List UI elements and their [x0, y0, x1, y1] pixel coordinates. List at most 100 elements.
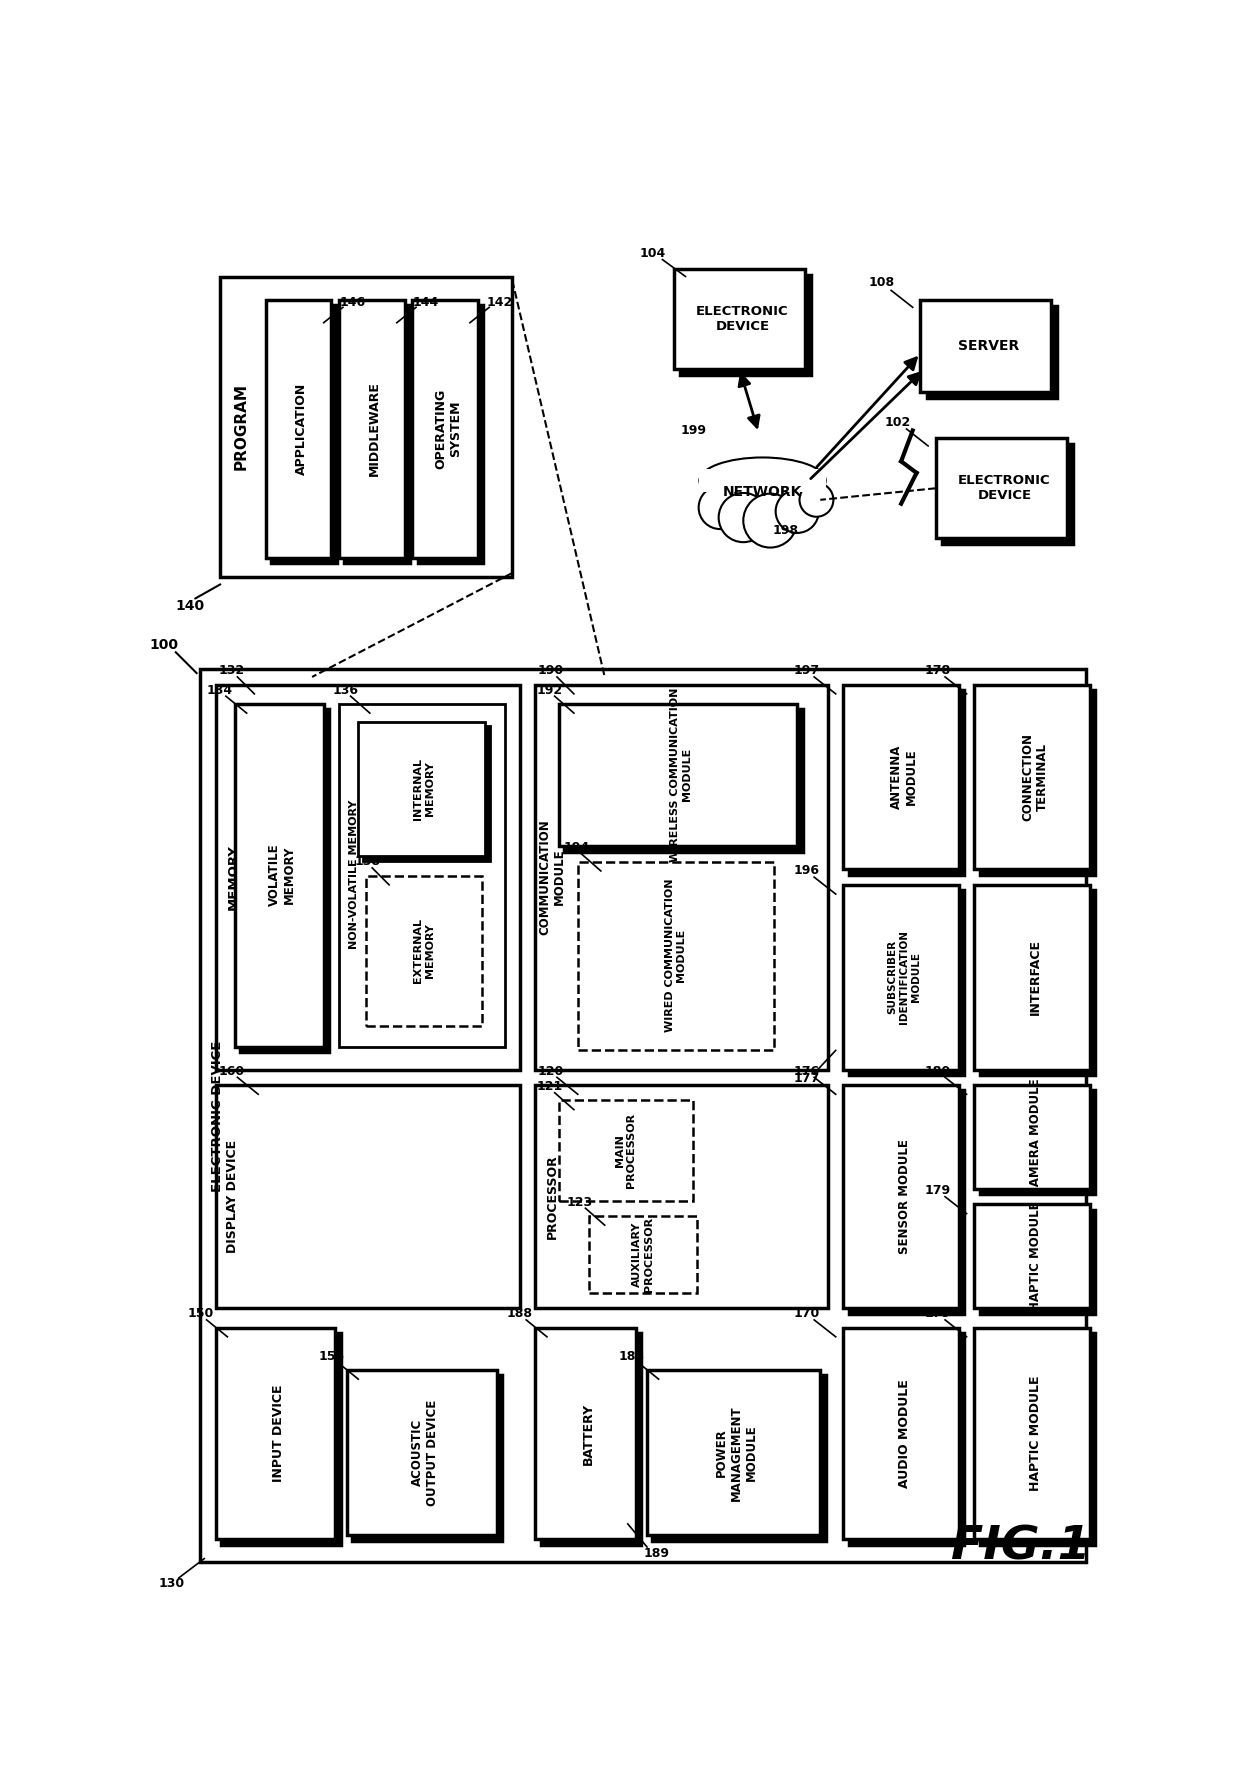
Text: PROGRAM: PROGRAM	[234, 383, 249, 471]
Bar	[221, 1333, 341, 1544]
Bar	[216, 1327, 335, 1538]
Bar	[536, 1327, 635, 1538]
Bar	[541, 1333, 641, 1544]
Text: 142: 142	[486, 296, 512, 310]
Text: 155: 155	[319, 1350, 345, 1363]
Bar	[347, 1370, 497, 1535]
Bar	[699, 469, 826, 493]
Text: 150: 150	[187, 1307, 213, 1320]
Circle shape	[800, 484, 833, 518]
Text: SUBSCRIBER
IDENTIFICATION
MODULE: SUBSCRIBER IDENTIFICATION MODULE	[888, 930, 921, 1024]
Bar	[647, 1370, 821, 1535]
Bar	[975, 684, 1090, 869]
Text: WIRELESS COMMUNICATION
MODULE: WIRELESS COMMUNICATION MODULE	[670, 688, 692, 861]
Text: 188: 188	[619, 1350, 645, 1363]
Bar	[241, 709, 329, 1051]
Bar	[843, 885, 959, 1069]
Bar	[920, 299, 1052, 392]
Text: VOLATILE
MEMORY: VOLATILE MEMORY	[268, 844, 296, 906]
Bar	[926, 306, 1058, 398]
Bar	[558, 704, 797, 847]
Bar	[980, 1333, 1095, 1544]
Bar	[843, 684, 959, 869]
Text: 140: 140	[176, 598, 205, 613]
Text: 100: 100	[149, 638, 179, 652]
Text: 102: 102	[884, 416, 910, 430]
Text: 176: 176	[794, 1064, 820, 1078]
Text: INTERFACE: INTERFACE	[1029, 938, 1042, 1015]
Text: HAPTIC MODULE: HAPTIC MODULE	[1029, 1202, 1042, 1311]
Text: CONNECTION
TERMINAL: CONNECTION TERMINAL	[1021, 733, 1049, 820]
Text: BATTERY: BATTERY	[582, 1402, 595, 1465]
Bar	[578, 861, 774, 1050]
Bar	[975, 885, 1090, 1069]
Text: INTERNAL
MEMORY: INTERNAL MEMORY	[413, 758, 434, 820]
Text: 108: 108	[869, 276, 895, 288]
Text: 120: 120	[538, 1064, 564, 1078]
Text: FIG.1: FIG.1	[951, 1524, 1090, 1569]
Bar	[843, 1085, 959, 1307]
Text: 192: 192	[536, 684, 562, 697]
Text: 104: 104	[640, 247, 666, 260]
Bar	[849, 890, 965, 1075]
Text: SENSOR MODULE: SENSOR MODULE	[898, 1139, 910, 1254]
Text: NETWORK: NETWORK	[723, 485, 802, 500]
Bar	[681, 276, 811, 374]
Bar	[980, 1091, 1095, 1195]
Bar	[975, 1204, 1090, 1307]
Text: DISPLAY DEVICE: DISPLAY DEVICE	[226, 1141, 239, 1254]
Bar	[980, 1209, 1095, 1315]
Bar	[216, 684, 520, 1069]
Text: 189: 189	[644, 1547, 670, 1560]
Bar	[352, 1375, 502, 1540]
Text: ELECTRONIC
DEVICE: ELECTRONIC DEVICE	[696, 304, 789, 333]
Bar	[849, 1333, 965, 1544]
Text: 178: 178	[924, 664, 950, 677]
Bar	[589, 1216, 697, 1293]
Bar	[219, 276, 512, 577]
Bar	[975, 1085, 1090, 1189]
Bar	[843, 1327, 959, 1538]
Bar	[536, 684, 828, 1069]
Text: 196: 196	[794, 865, 820, 878]
Text: ANTENNA
MODULE: ANTENNA MODULE	[890, 745, 919, 810]
Bar	[345, 304, 410, 562]
Circle shape	[743, 494, 797, 548]
Circle shape	[698, 485, 742, 528]
Bar	[652, 1375, 826, 1540]
Text: 194: 194	[563, 842, 589, 854]
Text: ELECTRONIC DEVICE: ELECTRONIC DEVICE	[211, 1041, 224, 1191]
Text: 190: 190	[538, 664, 564, 677]
Bar	[849, 690, 965, 874]
Text: EXTERNAL
MEMORY: EXTERNAL MEMORY	[413, 917, 434, 983]
Bar	[558, 1100, 693, 1200]
Bar	[418, 304, 484, 562]
Text: COMMUNICATION
MODULE: COMMUNICATION MODULE	[538, 818, 567, 935]
Text: 170: 170	[794, 1307, 820, 1320]
Text: MEMORY: MEMORY	[226, 844, 239, 910]
Text: MIDDLEWARE: MIDDLEWARE	[368, 381, 382, 476]
Bar	[363, 725, 490, 861]
Text: 121: 121	[536, 1080, 563, 1093]
Text: INPUT DEVICE: INPUT DEVICE	[272, 1384, 285, 1483]
Bar	[980, 690, 1095, 874]
Text: ACOUSTIC
OUTPUT DEVICE: ACOUSTIC OUTPUT DEVICE	[410, 1399, 439, 1506]
Text: PROCESSOR: PROCESSOR	[546, 1153, 559, 1239]
Text: CAMERA MODULE: CAMERA MODULE	[1029, 1078, 1042, 1195]
Text: AUDIO MODULE: AUDIO MODULE	[898, 1379, 910, 1488]
Bar	[272, 304, 337, 562]
Text: 199: 199	[681, 424, 707, 437]
Text: 146: 146	[340, 296, 366, 310]
Bar	[849, 1091, 965, 1315]
Bar	[366, 876, 481, 1026]
Text: 101: 101	[224, 1537, 250, 1549]
Text: 130: 130	[159, 1578, 185, 1590]
Text: NON-VOLATILE MEMORY: NON-VOLATILE MEMORY	[350, 801, 360, 949]
Text: 197: 197	[794, 664, 820, 677]
Bar	[339, 299, 404, 557]
Bar	[975, 1327, 1090, 1538]
Text: AUXILIARY
PROCESSOR: AUXILIARY PROCESSOR	[632, 1216, 653, 1291]
Bar	[236, 704, 324, 1046]
Bar	[980, 890, 1095, 1075]
Bar	[201, 670, 1086, 1562]
